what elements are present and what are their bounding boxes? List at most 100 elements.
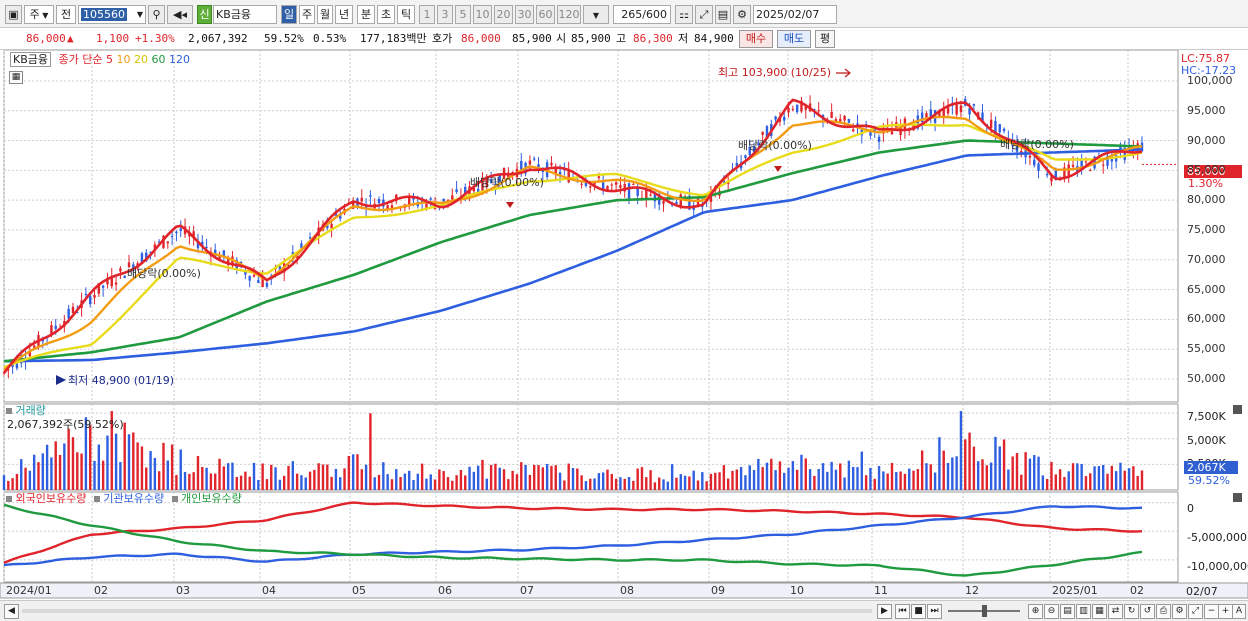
- expand-icon[interactable]: ⤢: [1188, 604, 1203, 619]
- interval-20-button[interactable]: 20: [494, 5, 513, 24]
- interval-3-button[interactable]: 3: [437, 5, 453, 24]
- speaker-icon[interactable]: ◀◂: [167, 5, 193, 24]
- price-tick-label: 55,000: [1187, 342, 1226, 356]
- interval-5-button[interactable]: 5: [455, 5, 471, 24]
- candle-type-icon[interactable]: ⚏: [675, 5, 693, 24]
- zoom-out-icon[interactable]: ⊖: [1044, 604, 1059, 619]
- volume-bar: [300, 475, 303, 490]
- candle-body: [222, 250, 226, 258]
- quote-bar: 86,000 ▲ 1,100 +1.30% 2,067,392 59.52% 0…: [0, 28, 1248, 50]
- volume-bar: [645, 477, 648, 490]
- period-year-button[interactable]: 년: [335, 5, 353, 24]
- volume-bar: [24, 467, 27, 490]
- candle-body: [377, 198, 381, 204]
- candle-body: [67, 308, 70, 319]
- volume-bar: [851, 466, 855, 490]
- volume-bar: [843, 477, 846, 490]
- volume-bar: [252, 462, 256, 490]
- volume-bar: [1015, 453, 1019, 490]
- window-menu-icon[interactable]: ▣: [5, 5, 22, 24]
- stock-legend-name[interactable]: KB금융: [10, 52, 51, 67]
- volume-bar: [356, 454, 359, 490]
- plus-icon[interactable]: +: [1218, 604, 1233, 619]
- code-input[interactable]: 105560 ▼: [78, 5, 146, 24]
- minus-icon[interactable]: −: [1204, 604, 1219, 619]
- sell-button[interactable]: 매도: [777, 30, 811, 48]
- interval-60-button[interactable]: 60: [536, 5, 555, 24]
- period-day-button[interactable]: 일: [281, 5, 297, 24]
- period-minute-button[interactable]: 분: [357, 5, 375, 24]
- fast-forward-icon[interactable]: ⏭: [927, 604, 942, 619]
- volume-bar: [507, 479, 510, 490]
- interval-10-button[interactable]: 10: [473, 5, 492, 24]
- chart-area[interactable]: KB금융 종가 단순 5 10 20 60 120 ▦ 최고 103,900 (…: [0, 50, 1248, 621]
- candle-body: [623, 184, 626, 192]
- volume-bar: [76, 452, 79, 490]
- period-week-button[interactable]: 주: [299, 5, 315, 24]
- scroll-left-icon[interactable]: ◀: [4, 604, 19, 619]
- volume-legend-icon: [6, 408, 12, 414]
- period-tick-button[interactable]: 틱: [397, 5, 415, 24]
- table-icon[interactable]: ▤: [1060, 604, 1075, 619]
- undo-icon[interactable]: ↺: [1140, 604, 1155, 619]
- save-icon[interactable]: ▤: [715, 5, 731, 24]
- ma-5-line: [2, 98, 1143, 374]
- interval-30-button[interactable]: 30: [515, 5, 534, 24]
- volume-bar: [813, 475, 816, 490]
- layout-icon[interactable]: ▦: [1092, 604, 1107, 619]
- candle-body: [593, 182, 596, 185]
- close-icon[interactable]: [1233, 493, 1242, 502]
- volume-bar: [735, 469, 739, 490]
- refresh-icon[interactable]: ↻: [1124, 604, 1139, 619]
- stop-icon[interactable]: ■: [911, 604, 926, 619]
- volume-bar: [166, 460, 170, 490]
- volume-bar: [946, 463, 950, 490]
- close-icon[interactable]: [1233, 405, 1242, 414]
- volume-bar: [37, 462, 40, 490]
- scroll-right-icon[interactable]: ▶: [877, 604, 892, 619]
- scroll-track[interactable]: [22, 609, 872, 613]
- search-icon[interactable]: ⚲: [148, 5, 165, 24]
- eval-button[interactable]: 평: [815, 30, 835, 48]
- volume-bar: [382, 462, 385, 490]
- ma-10-line: [3, 115, 1143, 372]
- volume-bar: [377, 474, 381, 490]
- period-type-select[interactable]: 주 ▼: [24, 5, 54, 24]
- date-field[interactable]: 2025/02/07: [753, 5, 837, 24]
- chart-svg[interactable]: [0, 50, 1248, 600]
- candle-body: [265, 282, 269, 287]
- volume-bar: [295, 473, 299, 490]
- candle-body: [804, 105, 807, 110]
- volume-bar: [442, 471, 445, 490]
- settings-icon[interactable]: ⚙: [1172, 604, 1187, 619]
- zoom-slider-handle[interactable]: [982, 605, 987, 617]
- print-icon[interactable]: ⎙: [1156, 604, 1171, 619]
- market-button[interactable]: 전: [56, 5, 76, 24]
- candle-body: [218, 254, 221, 260]
- interval-dropdown[interactable]: ▼: [583, 5, 609, 24]
- period-month-button[interactable]: 월: [317, 5, 333, 24]
- period-second-button[interactable]: 초: [377, 5, 395, 24]
- volume-bar: [550, 465, 553, 490]
- font-size-icon[interactable]: A: [1232, 604, 1246, 619]
- grid-icon[interactable]: ▦: [9, 71, 23, 84]
- draw-tool-icon[interactable]: ⤢: [695, 5, 713, 24]
- chart-icon[interactable]: ▥: [1076, 604, 1091, 619]
- volume-bar: [696, 480, 700, 490]
- buy-button[interactable]: 매수: [739, 30, 773, 48]
- zoom-in-icon[interactable]: ⊕: [1028, 604, 1043, 619]
- high-price: 86,300: [633, 32, 673, 45]
- count-field[interactable]: 265/600: [613, 5, 671, 24]
- stock-name-field[interactable]: KB금융: [213, 5, 277, 24]
- gear-icon[interactable]: ⚙: [733, 5, 751, 24]
- candle-body: [364, 205, 368, 209]
- chevron-down-icon: ▼: [136, 10, 143, 19]
- compare-icon[interactable]: ⇄: [1108, 604, 1123, 619]
- interval-1-button[interactable]: 1: [419, 5, 435, 24]
- rewind-icon[interactable]: ⏮: [895, 604, 910, 619]
- candle-body: [201, 241, 204, 246]
- volume-panel-value: 2,067,392주(59.52%): [7, 418, 124, 431]
- volume-bar: [1136, 475, 1139, 490]
- interval-120-button[interactable]: 120: [557, 5, 581, 24]
- candle-body: [114, 282, 118, 285]
